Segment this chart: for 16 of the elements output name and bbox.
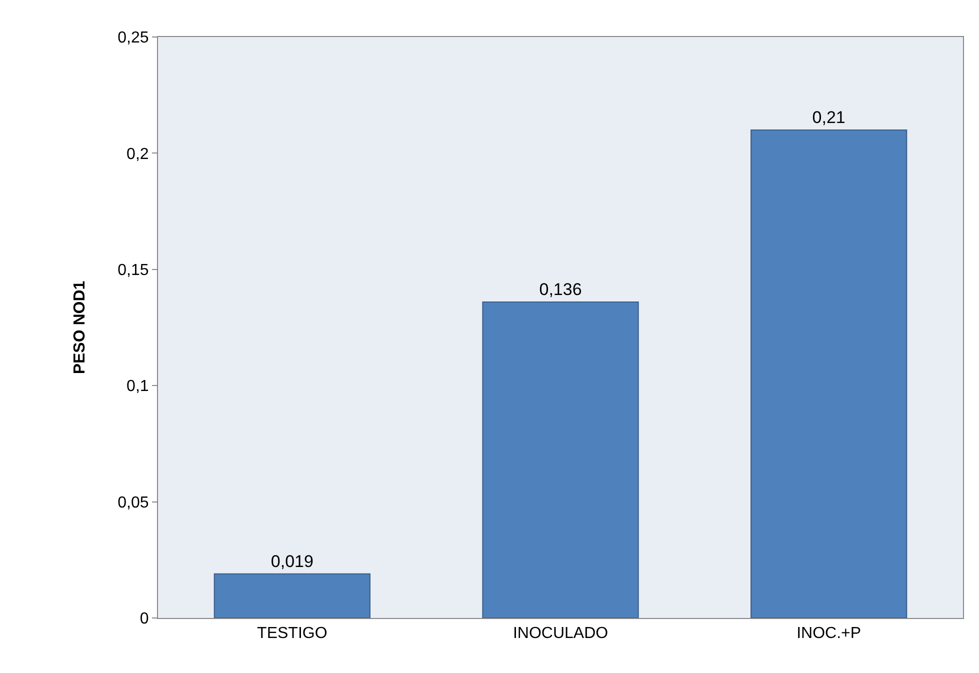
y-tick-label: 0,15 <box>118 262 149 279</box>
y-tick-label: 0 <box>140 610 149 628</box>
y-tick-label: 0,05 <box>118 494 149 512</box>
bar <box>750 129 908 618</box>
x-tick-label: INOC.+P <box>796 625 862 642</box>
x-tick-label: INOCULADO <box>512 625 608 642</box>
y-axis-title: PESO NOD1 <box>72 280 89 374</box>
x-tick-label: TESTIGO <box>257 625 328 642</box>
y-tick-label: 0,1 <box>126 378 149 396</box>
data-label: 0,019 <box>270 552 314 571</box>
bar <box>482 301 639 618</box>
y-tick-label: 0,25 <box>118 30 149 47</box>
data-label: 0,21 <box>812 108 846 127</box>
bar <box>214 573 370 618</box>
y-tick-label: 0,2 <box>126 146 149 163</box>
data-label: 0,136 <box>539 280 582 299</box>
